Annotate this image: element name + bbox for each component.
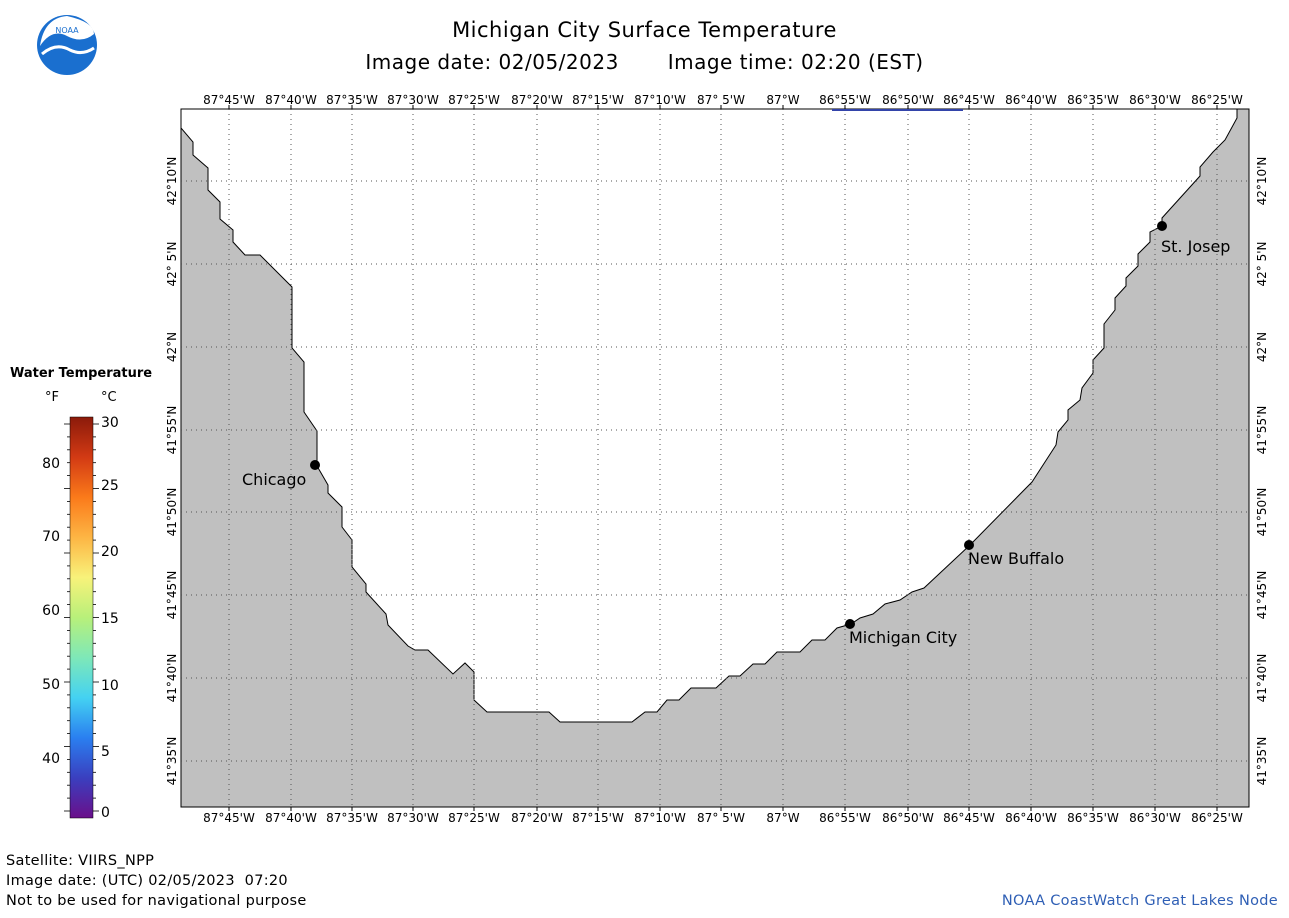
fahrenheit-label: 60: [42, 603, 60, 619]
logo-text: NOAA: [55, 26, 79, 35]
latitude-label: 41°45'N: [1255, 571, 1269, 620]
city-dot: [310, 460, 320, 470]
noaa-logo-icon: NOAA: [37, 15, 97, 75]
longitude-label: 86°30'W: [1129, 93, 1181, 107]
celsius-label: 5: [101, 744, 110, 760]
latitude-label: 41°35'N: [1255, 737, 1269, 786]
land-polygon: [180, 108, 1250, 808]
longitude-label: 87°30'W: [387, 811, 439, 825]
longitude-label: 86°40'W: [1005, 811, 1057, 825]
temperature-color-bar: [69, 416, 94, 819]
fahrenheit-label: 80: [42, 456, 60, 472]
longitude-label: 87°40'W: [265, 93, 317, 107]
longitude-label: 87°20'W: [511, 811, 563, 825]
longitude-labels-top: 87°45'W 87°40'W 87°35'W 87°30'W 87°25'W 87°20…: [203, 93, 1243, 109]
latitude-label: 41°40'N: [1255, 654, 1269, 703]
longitude-label: 87°W: [766, 93, 799, 107]
celsius-label: 20: [101, 544, 119, 560]
celsius-label: 0: [101, 805, 110, 821]
map-subtitle: Image date: 02/05/2023 Image time: 02:20…: [0, 50, 1289, 74]
celsius-label: 30: [101, 415, 119, 431]
longitude-label: 87°10'W: [634, 811, 686, 825]
city-markers: Chicago Michigan City New Buffalo St. Josep: [242, 221, 1230, 647]
longitude-labels-bottom: 87°45'W 87°40'W 87°35'W 87°30'W 87°25'W 87°20…: [203, 807, 1243, 825]
latitude-label: 42°10'N: [165, 157, 179, 206]
longitude-label: 87°45'W: [203, 811, 255, 825]
land-area: [180, 108, 1250, 808]
longitude-label: 86°45'W: [943, 93, 995, 107]
legend-title: Water Temperature: [10, 366, 153, 381]
city-dot: [1157, 221, 1167, 231]
map-title: Michigan City Surface Temperature: [452, 18, 837, 42]
latitude-label: 42°N: [1255, 332, 1269, 362]
latitude-labels-right: 42°10'N 42° 5'N 42°N 41°55'N 41°50'N 41°45'N 4…: [1255, 157, 1269, 786]
latitude-label: 41°35'N: [165, 737, 179, 786]
longitude-label: 86°55'W: [819, 811, 871, 825]
utc-date: Image date: (UTC) 02/05/2023 07:20: [6, 873, 288, 889]
unit-celsius: °C: [101, 390, 117, 405]
celsius-label: 25: [101, 478, 119, 494]
fahrenheit-label: 50: [42, 677, 60, 693]
longitude-label: 87°20'W: [511, 93, 563, 107]
city-label: St. Josep: [1161, 237, 1230, 256]
color-bar: [69, 416, 94, 819]
longitude-label: 87°30'W: [387, 93, 439, 107]
celsius-label: 10: [101, 678, 119, 694]
latitude-label: 42°N: [165, 332, 179, 362]
city-label: Michigan City: [849, 628, 957, 647]
longitude-label: 87°25'W: [448, 93, 500, 107]
longitude-label: 87°35'W: [326, 93, 378, 107]
unit-fahrenheit: °F: [45, 390, 59, 405]
longitude-label: 87°10'W: [634, 93, 686, 107]
longitude-label: 86°50'W: [882, 811, 934, 825]
graticule-grid: [181, 109, 1249, 807]
latitude-label: 42° 5'N: [165, 242, 179, 287]
city-label: Chicago: [242, 470, 306, 489]
longitude-label: 86°55'W: [819, 93, 871, 107]
longitude-label: 87°25'W: [448, 811, 500, 825]
latitude-label: 41°50'N: [165, 488, 179, 537]
fahrenheit-label: 40: [42, 751, 60, 767]
city-dot: [964, 540, 974, 550]
longitude-label: 86°25'W: [1191, 93, 1243, 107]
longitude-label: 86°25'W: [1191, 811, 1243, 825]
longitude-label: 86°35'W: [1067, 93, 1119, 107]
disclaimer: Not to be used for navigational purpose: [6, 893, 307, 909]
celsius-label: 15: [101, 611, 119, 627]
latitude-label: 42° 5'N: [1255, 242, 1269, 287]
longitude-label: 87°W: [766, 811, 799, 825]
longitude-label: 87°15'W: [572, 93, 624, 107]
latitude-label: 41°40'N: [165, 654, 179, 703]
credit-link[interactable]: NOAA CoastWatch Great Lakes Node: [1001, 893, 1278, 909]
longitude-label: 87°15'W: [572, 811, 624, 825]
city-label: New Buffalo: [968, 549, 1064, 568]
longitude-label: 86°50'W: [882, 93, 934, 107]
longitude-label: 87° 5'W: [697, 93, 745, 107]
latitude-label: 41°45'N: [165, 571, 179, 620]
longitude-label: 87°40'W: [265, 811, 317, 825]
latitude-label: 42°10'N: [1255, 157, 1269, 206]
longitude-label: 86°35'W: [1067, 811, 1119, 825]
image-time: Image time: 02:20 (EST): [667, 50, 924, 74]
image-date: Image date: 02/05/2023: [365, 50, 619, 74]
latitude-label: 41°55'N: [165, 406, 179, 455]
longitude-label: 86°40'W: [1005, 93, 1057, 107]
city-dot: [845, 619, 855, 629]
longitude-label: 86°45'W: [943, 811, 995, 825]
longitude-label: 87°35'W: [326, 811, 378, 825]
satellite-info: Satellite: VIIRS_NPP: [6, 853, 155, 869]
longitude-label: 87° 5'W: [697, 811, 745, 825]
longitude-label: 86°30'W: [1129, 811, 1181, 825]
latitude-label: 41°55'N: [1255, 406, 1269, 455]
latitude-label: 41°50'N: [1255, 488, 1269, 537]
fahrenheit-label: 70: [42, 529, 60, 545]
longitude-label: 87°45'W: [203, 93, 255, 107]
latitude-labels-left: 42°10'N 42° 5'N 42°N 41°55'N 41°50'N 41°45'N 4…: [165, 157, 179, 786]
